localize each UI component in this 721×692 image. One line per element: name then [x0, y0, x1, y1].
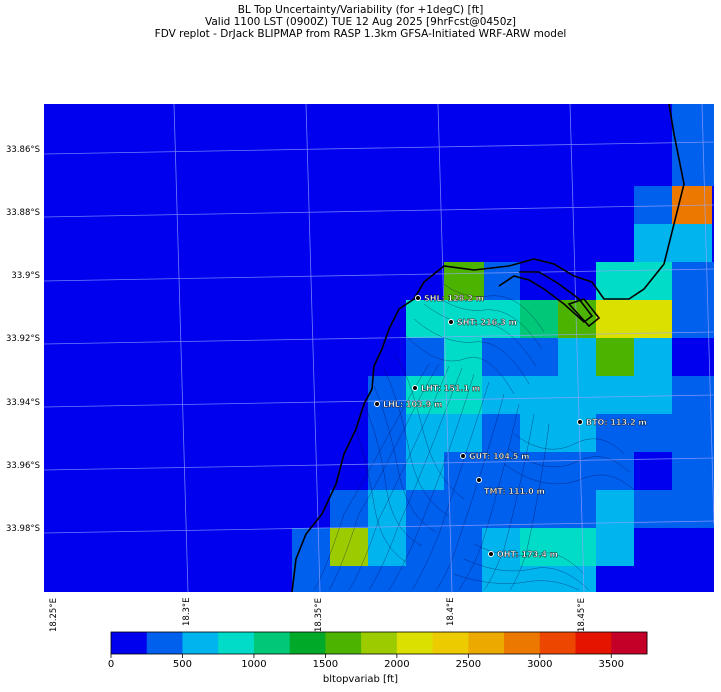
- colorbar-tick-label: 0: [107, 659, 115, 670]
- grid-cell: [672, 338, 714, 376]
- lat-label: 33.94°S: [6, 398, 40, 408]
- colorbar-tick-label: 2000: [384, 659, 410, 670]
- contour-lines: [313, 283, 635, 591]
- lat-label: 33.98°S: [6, 524, 40, 534]
- grid-cell: [368, 376, 406, 414]
- grid-cell: [520, 300, 558, 338]
- grid-cell: [406, 452, 444, 490]
- station-marker: [415, 295, 421, 301]
- grid-cell: [596, 300, 634, 338]
- grid-cell: [406, 414, 444, 452]
- station-marker: [488, 551, 494, 557]
- grid-cell: [368, 528, 406, 566]
- grid-cell: [482, 528, 520, 566]
- grid-cell: [368, 452, 406, 490]
- station-marker: [374, 401, 380, 407]
- colorbar-segment: [432, 632, 469, 654]
- colorbar-segment: [539, 632, 577, 654]
- map-plot: SHL: 128.2 m SHT: 216.3 m LHT: 151.1 m LHL:…: [44, 104, 714, 592]
- station-label: SHT: 216.3 m: [457, 318, 517, 327]
- colorbar-segment: [182, 632, 219, 654]
- station-marker: [577, 419, 583, 425]
- colorbar-tick-label: 2500: [455, 659, 482, 670]
- station-markers: SHL: 128.2 m SHT: 216.3 m LHT: 151.1 m LHL:…: [374, 294, 647, 559]
- colorbar-tick-label: 1500: [312, 659, 339, 670]
- colorbar-frame: [110, 631, 648, 655]
- grid-cell: [596, 414, 634, 452]
- grid-cell: [444, 376, 482, 414]
- colorbar-segment: [146, 632, 183, 654]
- colorbar-segment: [325, 632, 362, 654]
- colorbar-segment: [396, 632, 434, 654]
- lat-label: 33.86°S: [6, 145, 40, 155]
- station-label: BTO: 113.2 m: [586, 418, 647, 427]
- station-label: LHL: 103.9 m: [383, 400, 442, 409]
- grid-cell: [596, 528, 634, 566]
- title-line-3: FDV replot - DrJack BLIPMAP from RASP 1.…: [154, 28, 567, 40]
- station-label: OHT: 173.4 m: [497, 550, 558, 559]
- grid-cell: [330, 566, 406, 592]
- lat-label: 33.9°S: [11, 271, 40, 281]
- colorbar-segment: [361, 632, 398, 654]
- grid-cell: [406, 376, 444, 414]
- grid-cell: [406, 300, 444, 338]
- title-line-2: Valid 1100 LST (0900Z) TUE 12 Aug 2025 […: [204, 16, 517, 28]
- grid-cell: [634, 414, 714, 452]
- colorbar-segment: [253, 632, 291, 654]
- grid-cell: [368, 414, 406, 452]
- grid-cell: [634, 338, 672, 376]
- station-label: TMT: 111.0 m: [484, 487, 545, 496]
- lat-label: 33.96°S: [6, 461, 40, 471]
- grid-cell: [444, 452, 520, 490]
- grid-cell: [558, 566, 596, 592]
- grid-cell: [368, 490, 406, 528]
- grid-cell: [482, 414, 520, 452]
- grid-cell: [292, 528, 330, 592]
- grid-cell: [406, 338, 444, 376]
- grid-cell: [482, 338, 520, 376]
- grid-cell: [444, 338, 482, 376]
- lat-label: 33.92°S: [6, 334, 40, 344]
- grid-cell: [634, 300, 672, 338]
- grid-cell: [596, 262, 672, 300]
- station-marker: [448, 319, 454, 325]
- colorbar-label: bltopvariab [ft]: [322, 674, 399, 685]
- grid-cell: [330, 528, 368, 566]
- data-grid: [292, 104, 714, 592]
- colorbar-segment: [468, 632, 505, 654]
- colorbar-tick-label: 1000: [241, 659, 267, 670]
- grid-cell: [482, 376, 558, 414]
- colorbar-tick-label: 500: [172, 659, 192, 670]
- colorbar-segment: [218, 632, 255, 654]
- colorbar-segment: [111, 632, 148, 654]
- colorbar-segment: [611, 632, 648, 654]
- grid-cell: [634, 452, 672, 490]
- grid-cell: [520, 452, 634, 490]
- grid-cell: [596, 490, 634, 528]
- station-marker: [460, 453, 466, 459]
- station-label: SHL: 128.2 m: [424, 294, 484, 303]
- title-line-1: BL Top Uncertainty/Variability (for +1de…: [237, 4, 484, 16]
- grid-cell: [558, 376, 672, 414]
- station-marker: [476, 477, 482, 483]
- station-marker: [412, 385, 418, 391]
- colorbar-tick-label: 3000: [527, 659, 553, 670]
- grid-cell: [634, 186, 672, 224]
- colorbar-segment: [504, 632, 541, 654]
- coastline: [291, 104, 685, 592]
- colorbar-segment: [575, 632, 612, 654]
- grid-cell: [482, 490, 596, 528]
- grid-cell: [444, 300, 520, 338]
- colorbar-segment: [289, 632, 326, 654]
- grid-cell: [672, 104, 714, 186]
- grid-cell: [634, 528, 676, 566]
- station-label: LHT: 151.1 m: [421, 384, 480, 393]
- colorbar-tick-label: 3500: [598, 659, 624, 670]
- graticule: [44, 104, 714, 592]
- lat-label: 33.88°S: [6, 208, 40, 218]
- station-label: GUT: 104.5 m: [469, 452, 530, 461]
- grid-cell: [406, 528, 444, 592]
